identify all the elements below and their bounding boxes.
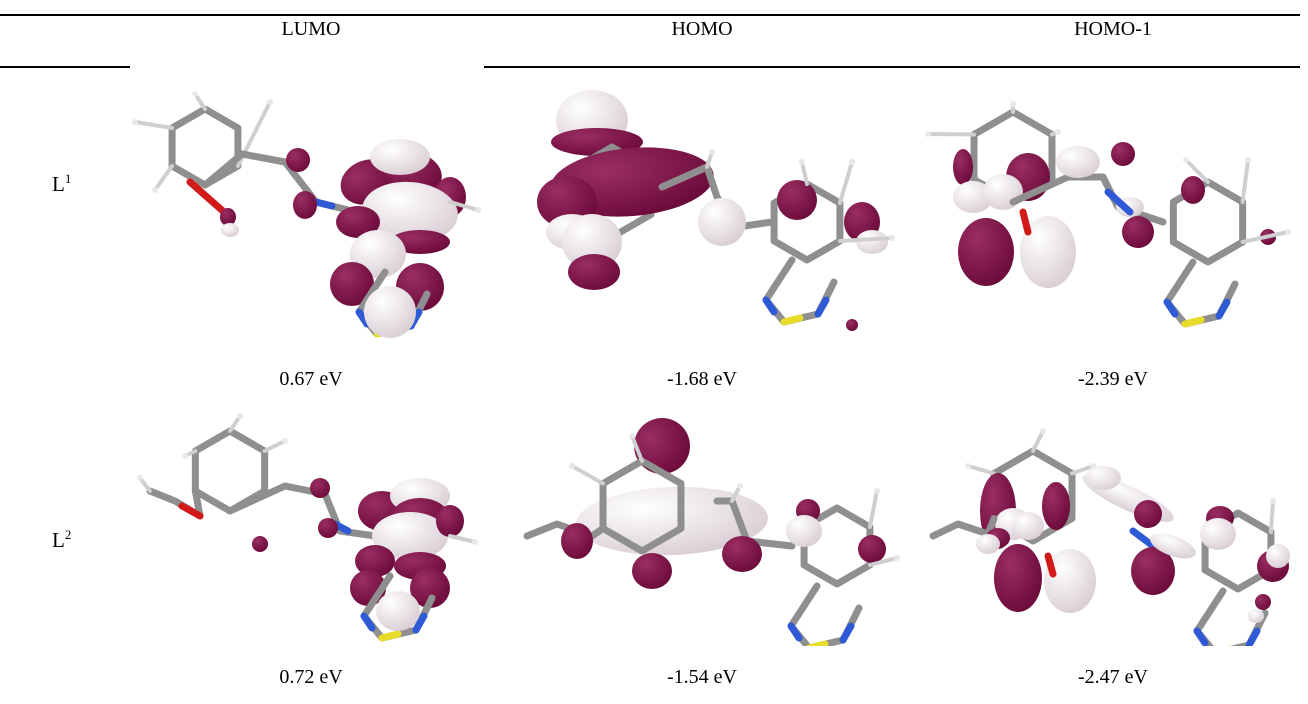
orbital-l1-homo-1-image <box>918 82 1308 352</box>
energy-l2-homo-1: -2.47 eV <box>1078 666 1148 688</box>
orbital-l1-homo-image <box>512 82 902 352</box>
row-label-l1: L1 <box>52 172 71 197</box>
row-label-l2-sup: 2 <box>64 527 72 542</box>
header-rule-right <box>484 66 1300 68</box>
energy-l1-lumo: 0.67 eV <box>279 368 343 390</box>
column-header-homo-1: HOMO-1 <box>1074 18 1152 40</box>
energy-l1-homo-1: -2.39 eV <box>1078 368 1148 390</box>
orbital-l2-homo-1-image <box>918 406 1308 646</box>
row-label-l2-base: L <box>52 528 65 552</box>
column-header-lumo: LUMO <box>281 18 341 40</box>
header-rule-left <box>0 66 130 68</box>
row-label-l1-sup: 1 <box>64 171 72 186</box>
energy-l2-homo: -1.54 eV <box>667 666 737 688</box>
top-rule <box>0 14 1300 16</box>
row-label-l2: L2 <box>52 528 71 553</box>
energy-l1-homo: -1.68 eV <box>667 368 737 390</box>
orbital-l1-lumo-image <box>120 82 500 352</box>
column-header-homo: HOMO <box>671 18 733 40</box>
orbital-l2-lumo-image <box>120 406 500 646</box>
energy-l2-lumo: 0.72 eV <box>279 666 343 688</box>
orbital-l2-homo-image <box>512 406 902 646</box>
row-label-l1-base: L <box>52 172 65 196</box>
